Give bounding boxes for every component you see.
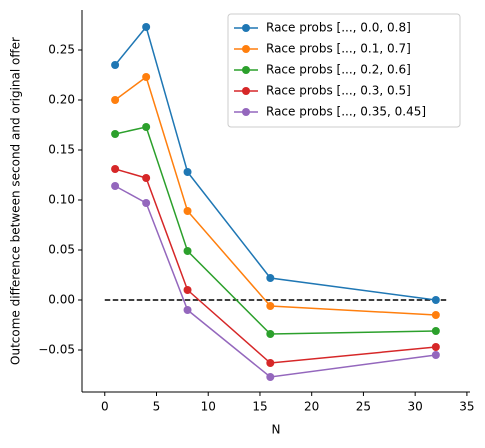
x-tick-label: 20 [304,400,319,414]
data-point [266,302,275,310]
data-point [142,123,151,131]
legend-marker [242,108,250,116]
series-line [114,185,436,378]
data-point [183,286,192,294]
x-axis-label: N [272,423,281,437]
data-point [183,207,192,215]
legend-box [227,13,461,128]
data-point [431,311,440,319]
y-tick-label: 0.20 [48,93,75,107]
x-tick-label: 10 [201,400,216,414]
data-point [266,359,275,367]
data-point [142,199,151,207]
x-tick-label: 35 [459,400,474,414]
x-tick-label: 25 [356,400,371,414]
y-tick-label: 0.10 [48,193,75,207]
data-point [431,296,440,304]
series-line [114,126,436,335]
x-tick-label: 30 [408,400,423,414]
x-tick-label: 5 [153,400,161,414]
x-tick-label: 15 [252,400,267,414]
data-point [111,165,120,173]
data-point [431,327,440,335]
data-point [111,96,120,104]
data-point [266,274,275,282]
data-point [183,306,192,314]
legend-label: Race probs [..., 0.35, 0.45] [266,105,426,119]
data-point [142,23,151,31]
legend-label: Race probs [..., 0.0, 0.8] [266,21,411,35]
data-point [111,182,120,190]
data-point [111,61,120,69]
y-axis-label: Outcome difference between second and or… [9,37,23,365]
y-tick-label: 0.05 [48,243,75,257]
y-tick-label: 0.15 [48,143,75,157]
data-point [183,168,192,176]
legend-marker [242,24,250,32]
legend-label: Race probs [..., 0.3, 0.5] [266,84,411,98]
y-tick-label: −0.05 [38,343,75,357]
data-point [266,373,275,381]
legend-label: Race probs [..., 0.2, 0.6] [266,63,411,77]
y-tick-label: 0.25 [48,43,75,57]
y-tick-label: 0.00 [48,293,75,307]
data-point [431,343,440,351]
legend-marker [242,66,250,74]
legend-label: Race probs [..., 0.1, 0.7] [266,42,411,56]
data-point [431,351,440,359]
x-tick-label: 0 [101,400,109,414]
data-point [142,73,151,81]
data-point [111,130,120,138]
legend-marker [242,45,250,53]
data-point [266,330,275,338]
data-point [183,247,192,255]
data-point [142,174,151,182]
legend-marker [242,87,250,95]
